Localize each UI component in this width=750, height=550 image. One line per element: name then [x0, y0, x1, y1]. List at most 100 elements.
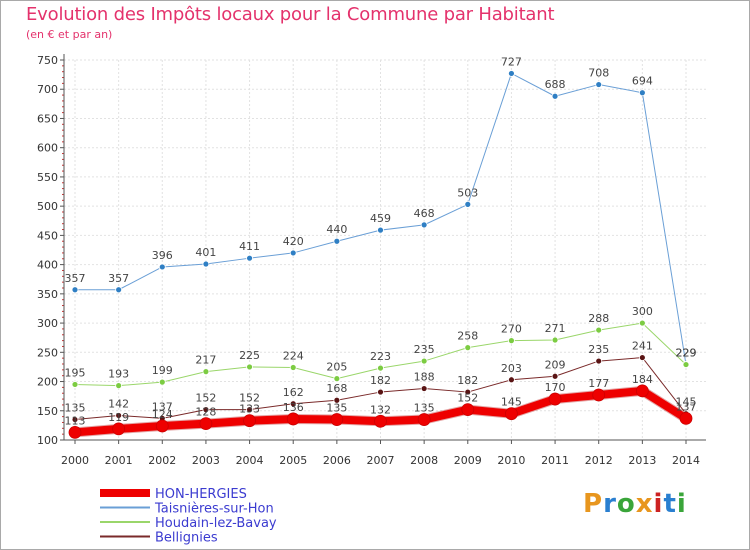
data-label: 152 — [239, 392, 260, 405]
y-tick-label: 350 — [37, 288, 58, 301]
data-label: 300 — [632, 305, 653, 318]
chart-title: Evolution des Impôts locaux pour la Comm… — [26, 4, 555, 25]
data-label: 229 — [676, 347, 697, 360]
data-label: 177 — [588, 377, 609, 390]
data-point — [461, 403, 475, 417]
data-point — [595, 357, 603, 365]
data-label: 145 — [676, 396, 697, 409]
data-label: 440 — [326, 223, 347, 236]
data-label: 132 — [370, 403, 391, 416]
data-point — [420, 385, 428, 392]
data-label: 235 — [414, 343, 435, 356]
data-label: 203 — [501, 362, 522, 375]
data-label: 170 — [545, 381, 566, 394]
data-point — [289, 400, 297, 408]
data-label: 119 — [108, 411, 129, 424]
data-point — [115, 382, 123, 390]
data-point — [199, 417, 213, 431]
data-point — [464, 344, 472, 352]
data-label: 241 — [632, 340, 653, 353]
data-point — [595, 326, 603, 334]
data-label: 727 — [501, 55, 522, 68]
data-label: 396 — [152, 249, 173, 262]
data-label: 288 — [588, 312, 609, 325]
data-point — [155, 419, 169, 433]
data-point — [417, 413, 431, 426]
y-tick-label: 750 — [37, 54, 58, 67]
data-label: 694 — [632, 75, 653, 88]
data-point — [286, 412, 300, 426]
data-point — [551, 92, 559, 100]
series-lines — [68, 70, 693, 439]
data-label: 357 — [108, 272, 129, 285]
data-point — [638, 319, 646, 327]
data-point — [505, 407, 518, 421]
data-label: 223 — [370, 350, 391, 363]
data-label: 182 — [370, 374, 391, 387]
data-point — [508, 337, 515, 345]
data-label: 142 — [108, 397, 129, 410]
data-point — [68, 425, 82, 439]
legend-label: Taisnières-sur-Hon — [154, 502, 274, 517]
data-label: 229 — [676, 347, 697, 360]
x-tick-label: 2009 — [454, 454, 482, 467]
y-tick-label: 600 — [37, 142, 58, 155]
chart-subtitle: (en € et par an) — [26, 28, 113, 41]
data-label: 145 — [501, 396, 522, 409]
logo-letter: o — [616, 489, 636, 519]
data-label: 411 — [239, 240, 260, 253]
data-label: 137 — [676, 400, 697, 413]
data-point — [464, 200, 472, 208]
x-tick-label: 2012 — [585, 454, 613, 467]
data-label: 182 — [457, 374, 478, 387]
data-label: 688 — [545, 78, 566, 91]
data-point — [158, 263, 166, 271]
data-point — [158, 378, 166, 386]
data-point — [289, 364, 297, 371]
logo-letter: P — [583, 489, 604, 519]
y-tick-label: 250 — [37, 346, 58, 359]
data-point — [333, 237, 341, 245]
data-point — [246, 254, 253, 262]
data-label: 193 — [108, 368, 129, 381]
y-tick-label: 500 — [37, 200, 58, 213]
data-point — [682, 361, 690, 368]
data-label: 136 — [283, 401, 304, 414]
data-label: 195 — [65, 366, 86, 379]
y-tick-label: 700 — [37, 83, 58, 96]
data-label: 468 — [414, 207, 435, 220]
data-point — [377, 226, 384, 234]
data-point — [638, 354, 646, 361]
data-label: 113 — [65, 414, 86, 427]
data-point — [595, 81, 603, 88]
data-point — [115, 286, 123, 294]
data-label: 258 — [457, 330, 478, 343]
grid — [64, 59, 706, 441]
data-point — [374, 414, 387, 428]
legend-label: Bellignies — [155, 531, 218, 546]
data-point — [551, 336, 559, 344]
data-point — [635, 384, 649, 398]
data-labels: 113 119 124 128 133 136 135 132 135 152 145 170 177 1… — [65, 55, 697, 427]
data-point — [508, 70, 515, 77]
x-tick-label: 2003 — [192, 454, 220, 467]
data-label: 199 — [152, 364, 173, 377]
data-label: 270 — [501, 323, 522, 336]
data-label: 235 — [588, 343, 609, 356]
data-point — [508, 376, 515, 384]
data-label: 205 — [326, 361, 347, 374]
x-tick-label: 2010 — [497, 454, 525, 467]
data-point — [377, 364, 384, 372]
data-point — [202, 260, 210, 268]
y-tick-label: 100 — [37, 434, 58, 447]
data-point — [464, 388, 472, 396]
data-label: 128 — [195, 406, 216, 419]
data-point — [246, 406, 253, 414]
legend-label: HON-HERGIES — [155, 487, 247, 502]
data-label: 401 — [195, 246, 216, 259]
data-label: 124 — [152, 408, 173, 421]
x-tick-label: 2013 — [628, 454, 656, 467]
logo-letter: r — [603, 489, 617, 519]
data-point — [71, 286, 79, 294]
